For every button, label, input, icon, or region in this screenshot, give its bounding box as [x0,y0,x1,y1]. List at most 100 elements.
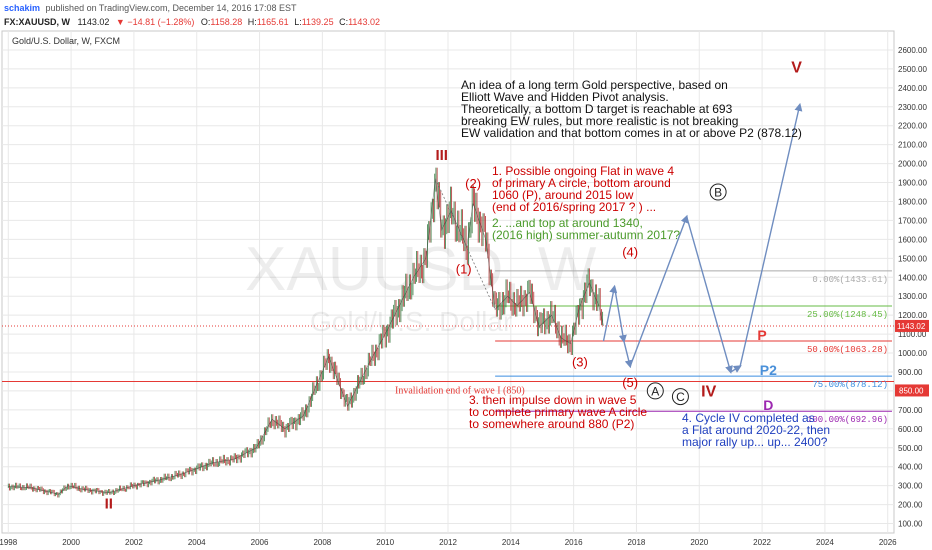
watermark-symbol: XAUUSD, W [245,235,597,304]
instrument-title: Gold/U.S. Dollar, W, FXCM [12,36,120,46]
y-tick-label: 400.00 [898,463,923,472]
wave-label: (2) [465,176,481,191]
invalidation-label: Invalidation end of wave I (850) [395,385,525,396]
x-tick-label: 2008 [313,538,331,547]
close-value: 1143.02 [348,17,380,27]
x-tick-label: 2018 [628,538,646,547]
y-tick-label: 2200.00 [898,122,927,131]
fib-level-label: 50.00%(1063.28) [807,345,888,355]
last-price-readout: 1143.02 [78,17,110,27]
x-tick-label: 2020 [690,538,708,547]
projection-leg [739,102,803,367]
y-tick-label: 100.00 [898,520,923,529]
projection-leg [602,284,618,342]
projection-leg [629,214,689,367]
x-tick-label: 2006 [251,538,269,547]
y-tick-label: 2500.00 [898,65,927,74]
svg-text:breaking EW rules, but more re: breaking EW rules, but more realistic is… [461,114,738,128]
change-readout: ▼ −14.81 (−1.28%) [116,17,194,27]
fib-level-label: 25.00%(1248.45) [807,310,888,320]
wave-label: (5) [622,375,638,390]
svg-text:(2016 high) summer-autumn 2017: (2016 high) summer-autumn 2017? [492,228,680,242]
y-tick-label: 1000.00 [898,349,927,358]
projection-leg [730,365,742,373]
y-tick-label: 1400.00 [898,273,927,282]
projection-leg [686,216,733,374]
invalidation-price-tag [895,384,929,397]
price-series [7,167,604,498]
fib-level-label: 0.00%(1433.61) [812,275,888,285]
wave-label: IV [701,384,716,401]
wave-label: D [763,397,773,413]
publish-info: published on TradingView.com, December 1… [46,3,297,13]
y-tick-label: 1600.00 [898,235,927,244]
x-tick-label: 2004 [188,538,206,547]
y-tick-label: 1800.00 [898,197,927,206]
x-tick-label: 1998 [0,538,18,547]
circled-wave-label: B [714,186,722,200]
invalidation-price-tag-text: 850.00 [899,386,924,395]
svg-text:An idea of a long term Gold pe: An idea of a long term Gold perspective,… [461,78,728,92]
svg-text:schakim published on Tra: schakim published on TradingView.com, De… [4,3,297,13]
ohlc-legend: FX:XAUUSD, W 1143.02 ▼ −14.81 (−1.28%) O… [4,17,380,27]
svg-text:3. then impulse down in wave 5: 3. then impulse down in wave 5 [469,393,637,407]
note-3: 3. then impulse down in wave 5 to comple… [469,393,647,431]
note-4: 4. Cycle IV completed as a Flat around 2… [682,411,830,449]
fib-level-label: 75.00%(878.12) [812,380,888,390]
y-tick-label: 2300.00 [898,103,927,112]
author-name[interactable]: schakim [4,3,40,13]
current-price-tag [895,319,929,332]
svg-text:Elliott Wave and Hidden Pivot: Elliott Wave and Hidden Pivot analysis. [461,90,669,104]
high-value: 1165.61 [257,17,289,27]
y-tick-label: 1200.00 [898,311,927,320]
svg-text:Theoretically, a bottom D targ: Theoretically, a bottom D target is reac… [461,102,733,116]
x-tick-label: 2026 [879,538,897,547]
open-value: 1158.28 [210,17,242,27]
wave-label: (3) [572,354,588,369]
svg-text:EW validation and that bottom: EW validation and that bottom comes in a… [461,126,802,140]
symbol-label: FX:XAUUSD, W [4,17,71,27]
x-tick-label: 2010 [376,538,394,547]
svg-text:(end of 2016/spring 2017 ? ) .: (end of 2016/spring 2017 ? ) ... [492,200,656,214]
x-tick-label: 2012 [439,538,457,547]
low-value: 1139.25 [302,17,334,27]
projection-path [602,102,803,374]
current-price-tag-text: 1143.02 [897,322,926,331]
y-tick-label: 1900.00 [898,179,927,188]
wave-label: P [757,327,766,343]
x-tick-label: 2022 [753,538,771,547]
watermark-name: Gold/U.S. Dollar [310,306,512,337]
y-tick-label: 2400.00 [898,84,927,93]
x-tick-label: 2014 [502,538,520,547]
circled-wave-label: A [651,384,659,398]
y-tick-label: 1500.00 [898,254,927,263]
note-1: 1. Possible ongoing Flat in wave 4 of pr… [492,164,674,214]
y-tick-label: 200.00 [898,501,923,510]
svg-text:4. Cycle IV completed as: 4. Cycle IV completed as [682,411,815,425]
y-tick-label: 700.00 [898,406,923,415]
x-tick-label: 2000 [62,538,80,547]
axes: 100.00 200.00 300.00 400.00 500.00 600.00 700.… [0,46,929,547]
svg-text:1060 (P), around 2015 low: 1060 (P), around 2015 low [492,188,634,202]
y-tick-label: 600.00 [898,425,923,434]
svg-text:a Flat around 2020-22, then: a Flat around 2020-22, then [682,423,830,437]
svg-text:to somewhere around 880 (P2): to somewhere around 880 (P2) [469,417,634,431]
y-tick-label: 300.00 [898,482,923,491]
svg-text:to complete primary wave A cir: to complete primary wave A circle [469,405,647,419]
note-idea: An idea of a long term Gold perspective,… [461,78,802,140]
price-line [8,178,604,495]
wave-label: III [435,147,448,164]
y-tick-label: 900.00 [898,368,923,377]
svg-text:1. Possible ongoing Flat in wa: 1. Possible ongoing Flat in wave 4 [492,164,674,178]
x-tick-label: 2002 [125,538,143,547]
y-tick-label: 1300.00 [898,292,927,301]
svg-text:of primary A circle, bottom ar: of primary A circle, bottom around [492,176,671,190]
y-tick-label: 2000.00 [898,160,927,169]
svg-text:major rally up... up... 2400?: major rally up... up... 2400? [682,435,828,449]
note-2: 2. ...and top at around 1340, (2016 high… [492,216,680,242]
x-tick-label: 2016 [565,538,583,547]
wave-label: P2 [760,362,777,378]
y-tick-label: 500.00 [898,444,923,453]
